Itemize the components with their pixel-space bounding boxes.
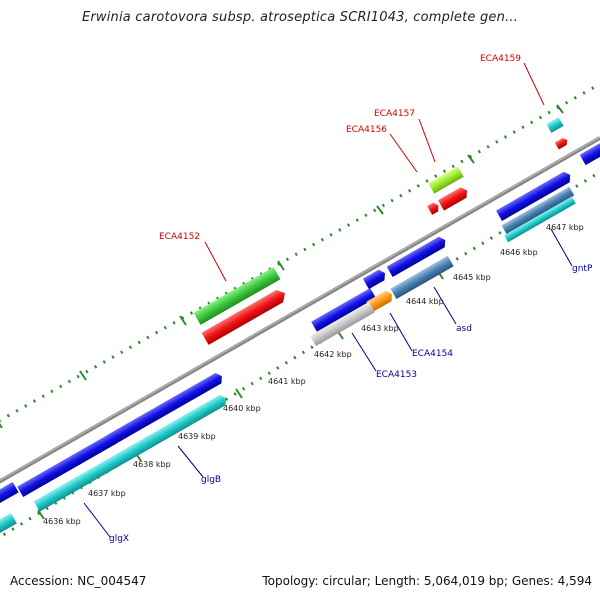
gene-arrow-blue[interactable] [17,432,117,498]
backbone-line-highlight [0,136,600,481]
gene-label[interactable]: ECA4152 [159,232,200,242]
tick-label: 4646 kbp [500,248,538,257]
gene-arrow-cyan[interactable] [546,117,564,133]
gene-arrow-cyan[interactable] [0,512,17,538]
gene-label[interactable]: ECA4156 [346,125,387,135]
upper-feature-track [193,117,569,345]
tick-label: 4640 kbp [223,404,261,413]
gene-label[interactable]: glgB [201,475,221,485]
accession-text: Accession: NC_004547 [10,574,147,588]
tick-label: 4647 kbp [546,223,584,232]
tick-label: 4641 kbp [268,377,306,386]
map-title: Erwinia carotovora subsp. atroseptica SC… [81,10,519,25]
gene-arrow-blue[interactable] [386,235,449,278]
forward-feature-track [0,139,600,538]
tick-label: 4639 kbp [178,432,216,441]
gene-arrow-blue[interactable] [579,139,600,166]
gene-label[interactable]: asd [456,324,472,334]
upper-gene-labels: ECA4152 ECA4156 ECA4157 ECA4159 [159,54,545,282]
gene-arrow-steel[interactable] [390,255,454,300]
gene-label[interactable]: ECA4159 [480,54,521,64]
gene-arrow-red[interactable] [201,287,289,345]
gene-arrow-gray[interactable] [310,301,375,347]
tick-label: 4636 kbp [43,517,81,526]
gene-arrow-cyan[interactable] [504,196,576,243]
gene-arrow-blue[interactable] [496,170,573,221]
tick-label: 4645 kbp [453,273,491,282]
footer-bar: Accession: NC_004547 Topology: circular;… [0,574,600,592]
gene-arrow-steel[interactable] [501,186,575,235]
lower-gene-labels: glgX glgB ECA4153 ECA4154 asd gntP [83,228,593,544]
gene-arrow-cyan[interactable] [33,393,229,512]
gene-arrow-red[interactable] [438,185,470,211]
gene-label[interactable]: ECA4157 [374,109,415,119]
gene-arrow-blue[interactable] [109,371,225,444]
gene-label[interactable]: ECA4153 [376,370,417,380]
gene-arrow-blue[interactable] [311,287,377,333]
gene-label[interactable]: glgX [109,534,129,544]
gene-arrow-red[interactable] [427,201,441,215]
tick-label: 4643 kbp [361,324,399,333]
gene-arrow-orange[interactable] [366,289,395,313]
gene-arrow-blue[interactable] [362,268,388,290]
tick-label: 4644 kbp [406,297,444,306]
gene-arrow-red[interactable] [554,137,569,150]
gene-label[interactable]: gntP [572,264,593,274]
backbone-line [0,136,600,484]
genome-summary-text: Topology: circular; Length: 5,064,019 bp… [262,574,592,588]
tick-label: 4637 kbp [88,489,126,498]
tick-label: 4638 kbp [133,460,171,469]
gene-arrow-blue[interactable] [0,481,19,508]
tick-label: 4642 kbp [314,350,352,359]
gene-arrow-green[interactable] [193,267,281,325]
inner-tick-ring [0,170,600,539]
gene-arrow-lime[interactable] [428,166,464,194]
gene-label[interactable]: ECA4154 [412,349,453,359]
